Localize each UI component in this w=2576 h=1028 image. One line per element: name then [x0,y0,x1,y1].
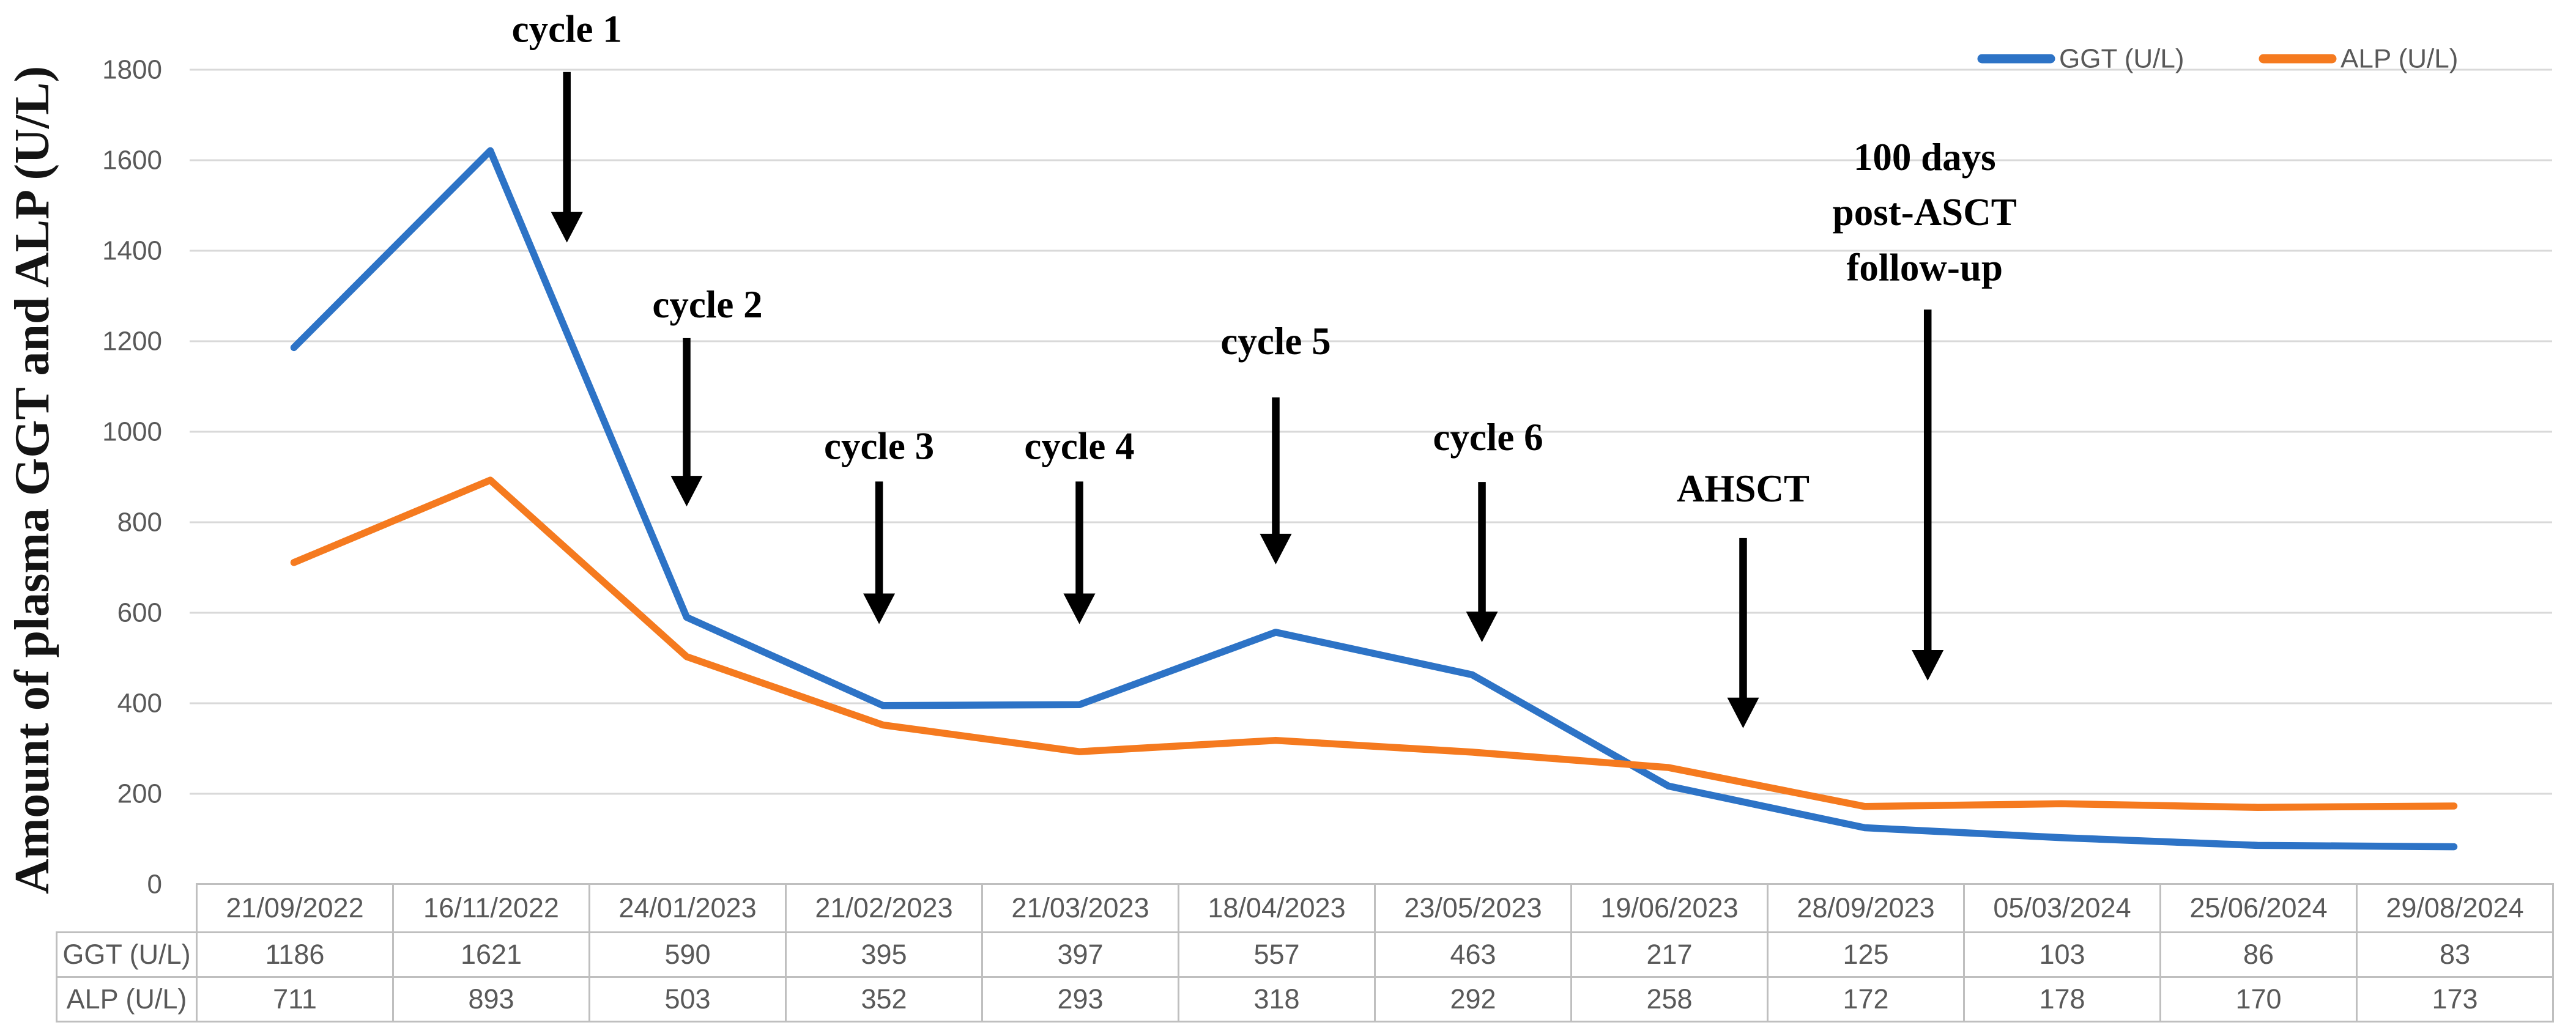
annotation-label: cycle 4 [1024,425,1134,468]
annotation-cycle-3: cycle 3 [824,425,934,624]
table-value-cell: 258 [1570,976,1769,1022]
table-value-cell: 1621 [392,931,590,978]
annotation-arrow-head [1466,612,1498,643]
table-date-header-cell: 28/09/2023 [1767,883,1965,933]
table-value-cell: 711 [196,976,394,1022]
annotation-label: cycle 2 [652,283,762,326]
table-row: GGT (U/L) 1186 1621 590 395 397 557 463 217 125 10… [56,931,2554,978]
annotation-cycle-2: cycle 2 [652,283,763,507]
y-axis-tick-label: 1200 [102,327,162,357]
table-date-header-cell: 23/05/2023 [1374,883,1572,933]
annotation-label: 100 days [1854,136,1996,179]
y-axis-tick-label: 0 [147,870,162,900]
annotation-arrow-head [863,593,896,624]
annotation-arrow-head [1063,593,1096,624]
data-table: 21/09/2022 16/11/2022 24/01/2023 21/02/2023… [56,883,2554,1022]
annotation-arrow-head [551,212,583,243]
table-value-cell: 83 [2356,931,2554,978]
alp-series-line [290,476,2458,811]
annotation-cycle-1: cycle 1 [512,7,622,243]
table-value-cell: 86 [2159,931,2358,978]
table-value-cell: 170 [2159,976,2358,1022]
ggt-series-line [290,147,2458,851]
table-date-header-cell: 29/08/2024 [2356,883,2554,933]
table-row: ALP (U/L) 711 893 503 352 293 318 292 258 172 178 1… [56,976,2554,1022]
table-date-header-cell: 21/02/2023 [785,883,983,933]
table-row-header-cell: ALP (U/L) [56,976,198,1022]
annotation-arrow-head [670,476,703,507]
y-axis-tick-label: 1600 [102,146,162,176]
table-value-cell: 292 [1374,976,1572,1022]
table-date-header-cell: 18/04/2023 [1178,883,1376,933]
y-axis-tick-label: 200 [117,779,162,809]
table-date-header-cell: 19/06/2023 [1570,883,1769,933]
annotation-label: cycle 1 [512,7,622,50]
table-header-row: 21/09/2022 16/11/2022 24/01/2023 21/02/2023… [57,883,2554,933]
y-axis-title: Amount of plasma GGT and ALP (U/L) [6,65,59,895]
table-value-cell: 463 [1374,931,1572,978]
annotation-ahsct: AHSCT [1677,467,1810,728]
annotation-cycle-4: cycle 4 [1024,425,1135,624]
table-value-cell: 1186 [196,931,394,978]
annotation-arrow-head [1727,697,1759,728]
table-corner-blank [57,884,197,933]
annotation-followup: 100 days post-ASCT follow-up [1833,136,2017,681]
annotation-label: cycle 5 [1220,320,1331,363]
annotation-label: follow-up [1846,246,2003,289]
y-axis-tick-label: 600 [117,598,162,628]
table-row-header-cell: GGT (U/L) [56,931,198,978]
table-date-header-cell: 05/03/2024 [1963,883,2161,933]
table-date-header-cell: 24/01/2023 [588,883,787,933]
table-value-cell: 217 [1570,931,1769,978]
legend: GGT (U/L) ALP (U/L) [1977,44,2458,74]
y-axis-ticks: 0 200 400 600 800 1000 1200 1400 1600 1800 [102,55,162,900]
table-value-cell: 172 [1767,976,1965,1022]
table-value-cell: 503 [588,976,787,1022]
y-axis-tick-label: 1000 [102,417,162,447]
table-value-cell: 318 [1178,976,1376,1022]
table-date-header-cell: 21/03/2023 [981,883,1179,933]
table-date-header-cell: 21/09/2022 [196,883,394,933]
annotation-label: cycle 3 [824,425,934,468]
annotation-label: post-ASCT [1833,191,2017,234]
table-value-cell: 395 [785,931,983,978]
y-axis-tick-label: 400 [117,689,162,719]
annotation-label: cycle 6 [1433,416,1543,459]
gridlines [190,68,2552,795]
table-value-cell: 293 [981,976,1179,1022]
table-value-cell: 557 [1178,931,1376,978]
legend-label-alp: ALP (U/L) [2340,44,2458,74]
table-value-cell: 352 [785,976,983,1022]
table-value-cell: 893 [392,976,590,1022]
legend-label-ggt: GGT (U/L) [2059,44,2184,74]
y-axis-tick-label: 1400 [102,236,162,266]
y-axis-tick-label: 800 [117,508,162,538]
table-value-cell: 173 [2356,976,2554,1022]
table-value-cell: 590 [588,931,787,978]
table-date-header-cell: 16/11/2022 [392,883,590,933]
annotation-arrow-head [1260,533,1292,564]
table-value-cell: 125 [1767,931,1965,978]
table-date-header-cell: 25/06/2024 [2159,883,2358,933]
annotation-cycle-5: cycle 5 [1220,320,1331,564]
annotation-cycle-6: cycle 6 [1433,416,1543,643]
annotation-label: AHSCT [1677,467,1810,510]
y-axis-tick-label: 1800 [102,55,162,85]
table-value-cell: 103 [1963,931,2161,978]
annotation-arrow-head [1912,650,1944,681]
table-value-cell: 178 [1963,976,2161,1022]
table-value-cell: 397 [981,931,1179,978]
